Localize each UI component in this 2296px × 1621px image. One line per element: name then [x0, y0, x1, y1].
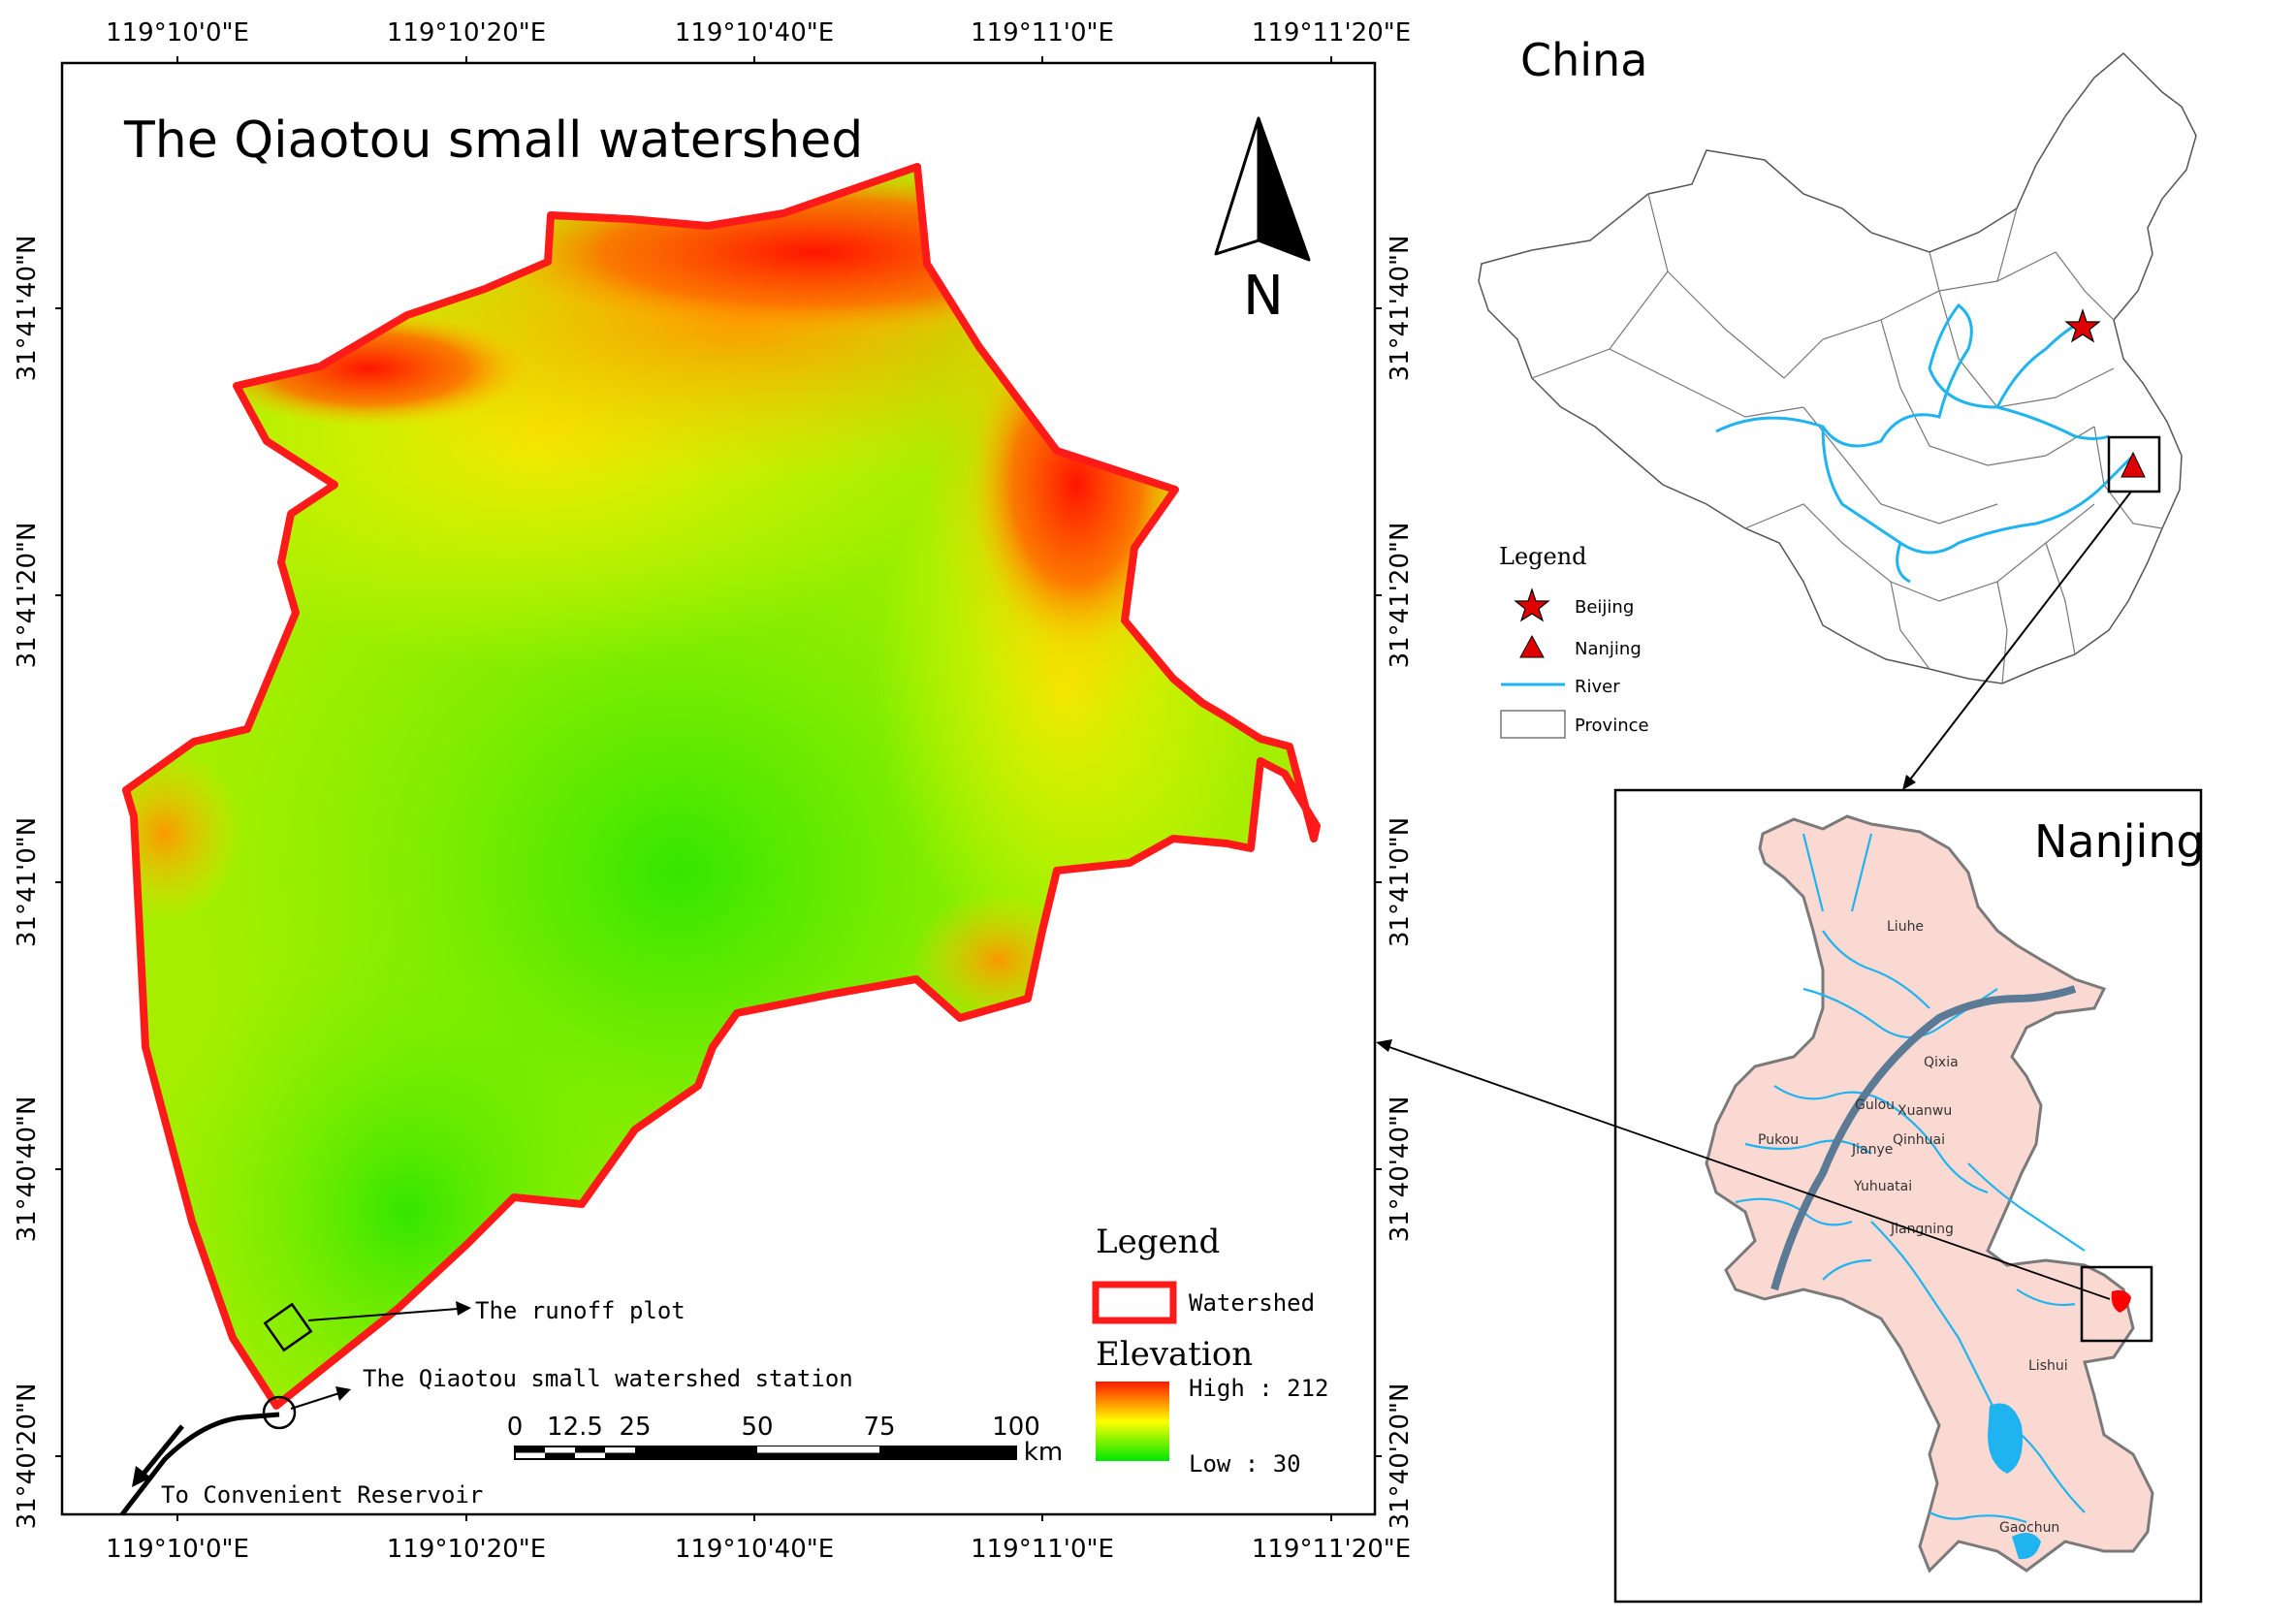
- runoff-plot-marker: [263, 1301, 471, 1352]
- nanjing-map-title: Nanjing: [2034, 815, 2205, 868]
- nanjing-map: Nanjing Liuhe Qixia Gulou Xuanwu Puko: [1376, 788, 2205, 1604]
- elevation-high-label: High : 212: [1189, 1375, 1329, 1402]
- lon-tick-label: 119°11'0"E: [971, 1535, 1114, 1564]
- watershed-legend-swatch: [1092, 1281, 1177, 1324]
- scale-label: 0: [507, 1413, 524, 1442]
- china-map: China Lege: [1478, 34, 2197, 790]
- lat-tick-label: 31°41'20"N: [13, 523, 42, 669]
- north-arrow-icon: N: [1214, 116, 1311, 328]
- china-map-title: China: [1520, 34, 1647, 86]
- district-label: Qixia: [1924, 1055, 1959, 1070]
- main-legend: Legend Watershed Elevation High : 212 Lo…: [1092, 1223, 1329, 1478]
- north-label: N: [1243, 265, 1284, 328]
- reservoir-label: To Convenient Reservoir: [161, 1481, 483, 1509]
- district-label: Pukou: [1758, 1132, 1799, 1148]
- scale-label: 25: [619, 1413, 651, 1442]
- lon-tick-label: 119°10'0"E: [106, 18, 249, 48]
- elevation-low-label: Low : 30: [1189, 1450, 1301, 1478]
- lat-tick-label: 31°40'20"N: [1386, 1383, 1415, 1530]
- nanjing-triangle-icon: [2121, 451, 2146, 478]
- lon-tick-label: 119°10'20"E: [387, 18, 546, 48]
- gucheng-lake: [2012, 1533, 2041, 1560]
- lat-labels-left: 31°41'40"N 31°41'20"N 31°41'0"N 31°40'40…: [13, 236, 42, 1530]
- scale-label: 100: [992, 1413, 1040, 1442]
- lat-tick-label: 31°40'40"N: [1386, 1097, 1415, 1243]
- watershed-boundary: [122, 163, 1321, 1410]
- lon-tick-label: 119°10'40"E: [675, 1535, 834, 1564]
- nanjing-district-labels: Liuhe Qixia Gulou Xuanwu Pukou Qinhuai J…: [1758, 919, 2068, 1536]
- china-legend-item: Province: [1575, 715, 1649, 736]
- main-legend-title: Legend: [1096, 1223, 1220, 1261]
- yangtze-river: [1770, 985, 2077, 1291]
- main-map: 119°10'0"E 119°10'20"E 119°10'40"E 119°1…: [13, 18, 1415, 1564]
- lat-tick-label: 31°41'0"N: [13, 817, 42, 947]
- watershed-legend-label: Watershed: [1189, 1289, 1315, 1317]
- district-label: Lishui: [2028, 1358, 2068, 1374]
- lat-tick-label: 31°40'20"N: [13, 1383, 42, 1530]
- china-legend-item: Nanjing: [1575, 639, 1642, 659]
- china-legend-title: Legend: [1499, 543, 1587, 570]
- district-label: Gaochun: [1999, 1520, 2059, 1536]
- lon-tick-label: 119°11'20"E: [1252, 18, 1411, 48]
- province-boundaries: [1531, 193, 2163, 684]
- station-label: The Qiaotou small watershed station: [363, 1365, 853, 1392]
- scale-bar-labels: 0 12.5 25 50 75 100 km: [507, 1413, 1063, 1467]
- lon-tick-label: 119°11'0"E: [971, 18, 1114, 48]
- scale-label: 12.5: [547, 1413, 603, 1442]
- graticule-ticks: [55, 56, 1382, 1521]
- lon-tick-label: 119°10'0"E: [106, 1535, 249, 1564]
- lat-tick-label: 31°41'40"N: [13, 236, 42, 382]
- district-label: Xuanwu: [1897, 1103, 1952, 1119]
- scale-label: 75: [863, 1413, 895, 1442]
- province-box-icon: [1500, 710, 1566, 739]
- connector-line: [1906, 491, 2132, 784]
- district-label: Liuhe: [1887, 919, 1924, 935]
- star-icon: [1514, 588, 1550, 622]
- lat-tick-label: 31°40'40"N: [13, 1097, 42, 1243]
- scale-unit: km: [1024, 1438, 1063, 1467]
- lat-tick-label: 31°41'0"N: [1386, 817, 1415, 947]
- lat-tick-label: 31°41'20"N: [1386, 523, 1415, 669]
- lon-tick-label: 119°11'20"E: [1252, 1535, 1411, 1564]
- shijiu-lake: [1988, 1403, 2023, 1474]
- lon-labels-bottom: 119°10'0"E 119°10'20"E 119°10'40"E 119°1…: [106, 1535, 1411, 1564]
- runoff-plot-label: The runoff plot: [475, 1297, 686, 1324]
- lon-tick-label: 119°10'40"E: [675, 18, 834, 48]
- watershed-location-marker: [2111, 1289, 2131, 1313]
- main-map-title: The Qiaotou small watershed: [123, 111, 863, 170]
- district-label: Gulou: [1855, 1097, 1895, 1113]
- district-label: Jiangning: [1890, 1222, 1954, 1237]
- road-line: [120, 1412, 280, 1516]
- lat-labels-right: 31°41'40"N 31°41'20"N 31°41'0"N 31°40'40…: [1386, 236, 1415, 1530]
- nanjing-outline: [1705, 814, 2154, 1573]
- china-legend: Legend Beijing Nanjing River Province: [1499, 543, 1649, 739]
- triangle-icon: [1519, 634, 1545, 658]
- nanjing-locator-box: [2107, 435, 2161, 493]
- station-marker: [262, 1386, 351, 1430]
- lon-tick-label: 119°10'20"E: [387, 1535, 546, 1564]
- district-label: Yuhuatai: [1853, 1179, 1912, 1194]
- district-label: Jianye: [1851, 1142, 1893, 1158]
- lat-tick-label: 31°41'40"N: [1386, 236, 1415, 382]
- beijing-star-icon: [2064, 308, 2101, 343]
- china-legend-item: Beijing: [1575, 597, 1634, 618]
- elevation-legend-title: Elevation: [1096, 1335, 1253, 1374]
- watershed-locator-box: [2080, 1265, 2153, 1343]
- china-outline: [1478, 51, 2197, 684]
- china-legend-item: River: [1575, 677, 1620, 697]
- connector-line: [1386, 1045, 2111, 1300]
- scale-bar: [514, 1446, 1017, 1460]
- scale-label: 50: [741, 1413, 773, 1442]
- connector-arrowhead: [1376, 1039, 1392, 1052]
- elevation-color-ramp: [1096, 1382, 1169, 1461]
- lon-labels-top: 119°10'0"E 119°10'20"E 119°10'40"E 119°1…: [106, 18, 1411, 48]
- district-label: Qinhuai: [1893, 1132, 1945, 1148]
- connector-arrowhead: [1902, 775, 1916, 790]
